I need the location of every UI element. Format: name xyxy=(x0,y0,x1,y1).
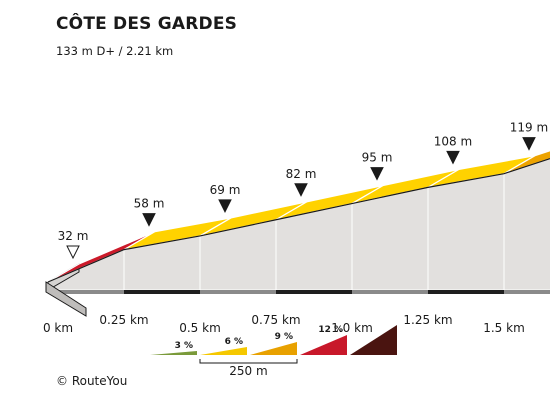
legend-grade-wedge xyxy=(300,335,347,355)
legend-grade-label: 12 % xyxy=(318,325,343,335)
elevation-label: 82 m xyxy=(286,167,317,181)
elevation-label: 32 m xyxy=(58,229,89,243)
elevation-marker xyxy=(66,245,80,260)
profile-segment-top xyxy=(503,150,550,175)
scale-bar-label: 250 m xyxy=(229,364,267,378)
profile-base-block xyxy=(276,290,352,294)
x-tick-label: 1.5 km xyxy=(483,321,525,335)
chart-subtitle: 133 m D+ / 2.21 km xyxy=(56,44,174,58)
elevation-marker xyxy=(370,167,384,181)
x-tick-label: 0.5 km xyxy=(179,321,221,335)
x-axis: 0 km 0.25 km 0.5 km 0.75 km 1.0 km 1.25 km 1.5… xyxy=(43,313,525,335)
elevation-marker xyxy=(294,183,308,197)
profile-foot xyxy=(45,281,87,317)
elevation-label: 119 m xyxy=(510,121,548,135)
chart-title: CÔTE DES GARDES xyxy=(56,14,238,34)
copyright-text: © RouteYou xyxy=(56,374,128,388)
elevation-marker xyxy=(446,150,460,165)
x-tick-label: 0.75 km xyxy=(251,313,300,327)
elevation-marker xyxy=(522,137,536,151)
x-tick-label: 0.25 km xyxy=(99,313,148,327)
scale-bar xyxy=(199,359,298,364)
elevation-label: 58 m xyxy=(134,197,165,211)
elevation-label: 108 m xyxy=(434,134,472,148)
profile-wall-panel xyxy=(503,158,550,291)
legend-grade-wedge xyxy=(200,347,247,355)
legend-grade-label: 3 % xyxy=(175,341,193,351)
elevation-label: 69 m xyxy=(210,183,241,197)
profile-wall-panel xyxy=(351,186,429,291)
x-tick-label: 1.0 km xyxy=(331,321,373,335)
grade-legend: 3 % 6 % 9 % 12 % 250 m xyxy=(150,325,397,378)
legend-grade-wedge xyxy=(350,325,397,355)
elevation-label: 95 m xyxy=(362,151,393,165)
profile-base-block xyxy=(124,290,200,294)
legend-grade-label: 6 % xyxy=(225,337,243,347)
profile-wall-panel xyxy=(427,173,505,291)
legend-grade-wedge xyxy=(250,342,297,355)
profile-layer xyxy=(45,150,550,317)
elevation-marker xyxy=(218,199,232,214)
x-tick-label: 0 km xyxy=(43,321,73,335)
x-tick-label: 1.25 km xyxy=(403,313,452,327)
legend-grade-wedge xyxy=(150,351,197,355)
profile-base-block xyxy=(428,290,504,294)
profile-front-edge xyxy=(47,157,550,283)
elevation-marker xyxy=(142,213,156,227)
legend-grade-label: 9 % xyxy=(275,332,293,342)
